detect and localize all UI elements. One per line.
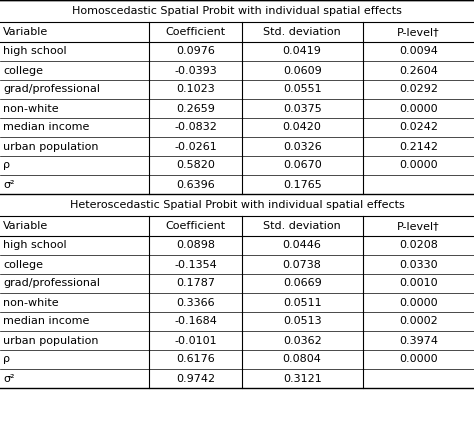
Text: college: college (3, 260, 43, 270)
Text: -0.0101: -0.0101 (174, 336, 217, 346)
Text: 0.9742: 0.9742 (176, 374, 215, 384)
Text: 0.0420: 0.0420 (283, 122, 322, 132)
Text: -0.0832: -0.0832 (174, 122, 217, 132)
Bar (0, 0, 474, 22)
Text: non-white: non-white (3, 298, 59, 308)
Text: high school: high school (3, 46, 67, 56)
Text: 0.3974: 0.3974 (399, 336, 438, 346)
Text: 0.0898: 0.0898 (176, 240, 215, 250)
Text: -0.1684: -0.1684 (174, 316, 217, 326)
Text: college: college (3, 66, 43, 76)
Text: 0.0000: 0.0000 (399, 298, 438, 308)
Bar (0, 22, 474, 42)
Text: ρ: ρ (3, 160, 10, 170)
Text: Variable: Variable (3, 27, 48, 37)
Text: 0.2604: 0.2604 (399, 66, 438, 76)
Text: 0.0330: 0.0330 (399, 260, 438, 270)
Text: Heteroscedastic Spatial Probit with individual spatial effects: Heteroscedastic Spatial Probit with indi… (70, 200, 404, 210)
Text: 0.6176: 0.6176 (176, 354, 215, 364)
Text: P-level†: P-level† (397, 221, 439, 231)
Text: -0.0393: -0.0393 (174, 66, 217, 76)
Text: 0.1787: 0.1787 (176, 278, 215, 288)
Text: 0.1765: 0.1765 (283, 180, 321, 190)
Text: median income: median income (3, 316, 90, 326)
Text: non-white: non-white (3, 104, 59, 114)
Text: 0.0551: 0.0551 (283, 84, 321, 94)
Text: 0.0000: 0.0000 (399, 104, 438, 114)
Text: 0.0002: 0.0002 (399, 316, 438, 326)
Text: 0.0000: 0.0000 (399, 354, 438, 364)
Text: 0.0513: 0.0513 (283, 316, 321, 326)
Text: 0.0208: 0.0208 (399, 240, 438, 250)
Bar (0, 194, 474, 216)
Text: 0.0609: 0.0609 (283, 66, 321, 76)
Text: 0.6396: 0.6396 (176, 180, 215, 190)
Text: P-level†: P-level† (397, 27, 439, 37)
Text: 0.0419: 0.0419 (283, 46, 322, 56)
Text: urban population: urban population (3, 142, 99, 152)
Text: Coefficient: Coefficient (165, 27, 226, 37)
Text: urban population: urban population (3, 336, 99, 346)
Text: 0.0362: 0.0362 (283, 336, 321, 346)
Text: Std. deviation: Std. deviation (263, 27, 341, 37)
Text: 0.0375: 0.0375 (283, 104, 321, 114)
Text: 0.3121: 0.3121 (283, 374, 321, 384)
Text: σ²: σ² (3, 180, 15, 190)
Text: 0.0669: 0.0669 (283, 278, 321, 288)
Text: 0.0000: 0.0000 (399, 160, 438, 170)
Text: grad/professional: grad/professional (3, 84, 100, 94)
Text: 0.0738: 0.0738 (283, 260, 322, 270)
Text: -0.0261: -0.0261 (174, 142, 217, 152)
Text: Variable: Variable (3, 221, 48, 231)
Text: Homoscedastic Spatial Probit with individual spatial effects: Homoscedastic Spatial Probit with indivi… (72, 6, 402, 16)
Text: grad/professional: grad/professional (3, 278, 100, 288)
Text: ρ: ρ (3, 354, 10, 364)
Text: median income: median income (3, 122, 90, 132)
Text: 0.2142: 0.2142 (399, 142, 438, 152)
Text: 0.0242: 0.0242 (399, 122, 438, 132)
Text: 0.1023: 0.1023 (176, 84, 215, 94)
Text: 0.5820: 0.5820 (176, 160, 215, 170)
Text: 0.0446: 0.0446 (283, 240, 322, 250)
Text: 0.3366: 0.3366 (176, 298, 215, 308)
Text: 0.0094: 0.0094 (399, 46, 438, 56)
Text: σ²: σ² (3, 374, 15, 384)
Text: 0.0670: 0.0670 (283, 160, 321, 170)
Text: 0.0292: 0.0292 (399, 84, 438, 94)
Text: 0.0326: 0.0326 (283, 142, 321, 152)
Text: 0.0511: 0.0511 (283, 298, 321, 308)
Text: 0.0804: 0.0804 (283, 354, 322, 364)
Text: Std. deviation: Std. deviation (263, 221, 341, 231)
Text: 0.0010: 0.0010 (399, 278, 438, 288)
Text: -0.1354: -0.1354 (174, 260, 217, 270)
Bar (0, 216, 474, 236)
Text: 0.0976: 0.0976 (176, 46, 215, 56)
Text: 0.2659: 0.2659 (176, 104, 215, 114)
Text: high school: high school (3, 240, 67, 250)
Text: Coefficient: Coefficient (165, 221, 226, 231)
